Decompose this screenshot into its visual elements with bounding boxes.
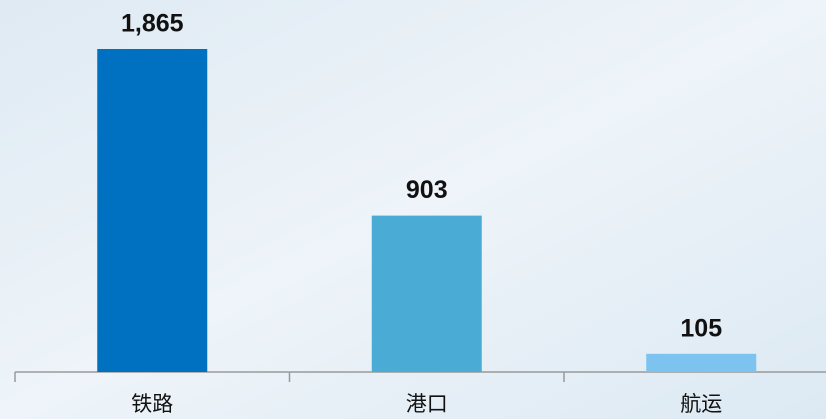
data-label: 903 bbox=[406, 176, 448, 204]
x-tick-label: 铁路 bbox=[131, 392, 173, 416]
data-label: 105 bbox=[680, 314, 722, 342]
bar bbox=[97, 49, 208, 372]
x-tick-label: 航运 bbox=[680, 392, 722, 416]
data-label: 1,865 bbox=[121, 10, 184, 38]
bar bbox=[371, 215, 482, 372]
x-tick-label: 港口 bbox=[406, 392, 448, 416]
bar bbox=[646, 353, 757, 372]
